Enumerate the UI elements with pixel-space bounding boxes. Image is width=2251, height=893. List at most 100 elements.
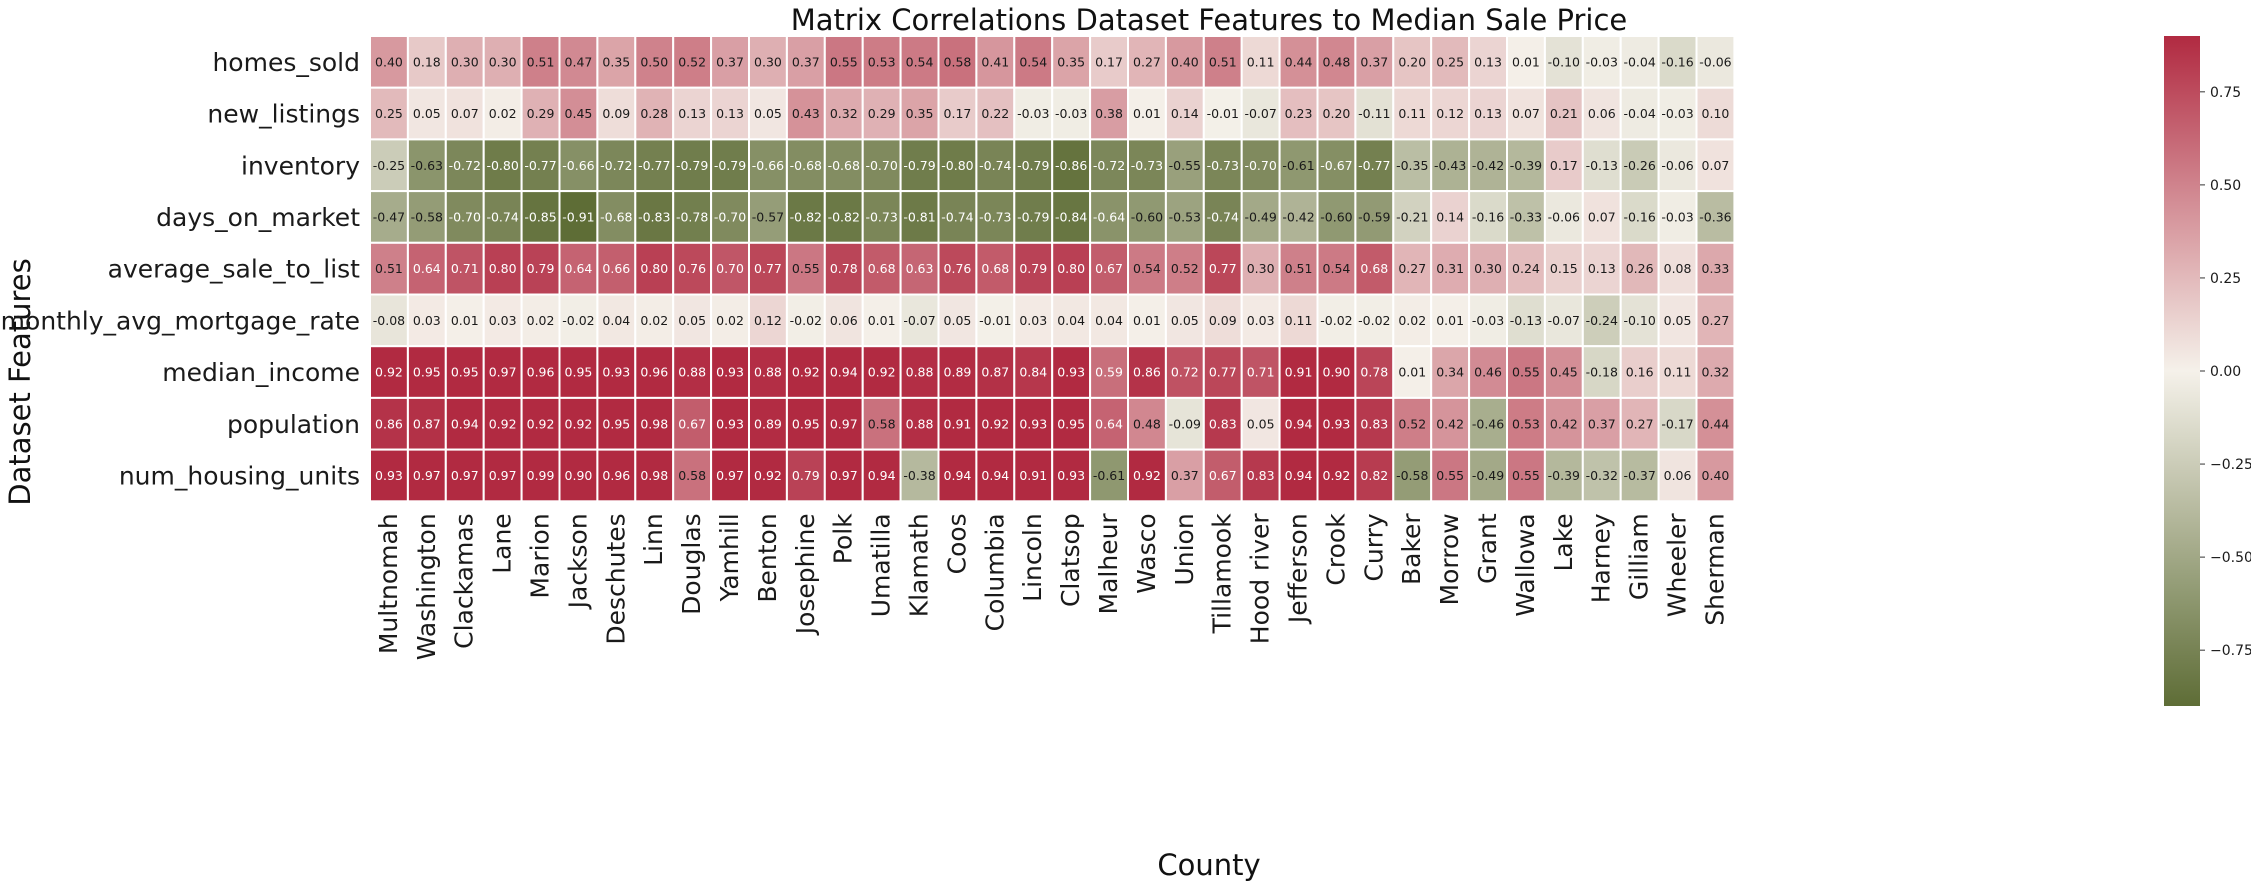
cell-value-label: -0.63 <box>411 158 443 173</box>
heatmap-cell <box>1468 448 1508 503</box>
heatmap-cell <box>1089 396 1129 451</box>
heatmap-cell <box>369 345 409 399</box>
cell-value-label: 0.97 <box>489 365 517 380</box>
cell-value-label: 0.58 <box>944 54 972 69</box>
x-tick-label: Crook <box>1321 513 1350 586</box>
cell-value-label: -0.79 <box>676 158 708 173</box>
cell-value-label: 0.45 <box>1550 365 1578 380</box>
cell-value-label: 0.17 <box>1550 158 1578 173</box>
cell-value-label: -0.79 <box>1017 158 1049 173</box>
cell-value-label: 0.91 <box>944 416 972 431</box>
cell-value-label: -0.04 <box>1623 54 1655 69</box>
cell-value-label: -0.06 <box>1699 54 1731 69</box>
cell-value-label: -0.39 <box>1510 158 1542 173</box>
cell-value-label: -0.66 <box>562 158 594 173</box>
heatmap-cell <box>1657 190 1698 244</box>
heatmap-cell <box>1392 448 1433 503</box>
cell-value-label: 0.18 <box>413 54 441 69</box>
cell-value-label: 0.48 <box>1133 416 1161 431</box>
cell-value-label: 0.30 <box>754 54 782 69</box>
cell-value-label: 0.41 <box>981 54 1009 69</box>
cell-value-label: -0.53 <box>1169 209 1201 224</box>
cell-value-label: 0.91 <box>1019 468 1047 483</box>
cell-value-label: 0.52 <box>678 54 706 69</box>
cell-value-label: -0.39 <box>1548 468 1580 483</box>
heatmap-cell <box>1202 35 1243 89</box>
cell-value-label: -0.02 <box>1358 313 1390 328</box>
cell-value-label: 0.94 <box>451 416 479 431</box>
cell-value-label: 0.11 <box>1247 54 1275 69</box>
cell-value-label: 0.01 <box>868 313 896 328</box>
heatmap-cell <box>1354 448 1395 503</box>
cell-value-label: -0.73 <box>865 209 897 224</box>
heatmap-cell <box>710 35 750 89</box>
heatmap-cell <box>1506 345 1546 399</box>
heatmap-cell <box>1695 86 1736 141</box>
cell-value-label: -0.25 <box>373 158 405 173</box>
heatmap-cell <box>1127 190 1167 244</box>
heatmap-cell <box>369 448 409 503</box>
cell-value-label: 0.79 <box>792 468 820 483</box>
cell-value-label: 0.93 <box>602 365 630 380</box>
cell-value-label: -0.16 <box>1661 54 1693 69</box>
cell-value-label: 0.77 <box>1209 365 1237 380</box>
heatmap-cell <box>823 396 864 451</box>
cell-value-label: 0.11 <box>1664 365 1692 380</box>
cell-value-label: 0.51 <box>1285 261 1313 276</box>
cell-value-label: 0.06 <box>1664 468 1692 483</box>
cell-value-label: 0.94 <box>1285 416 1313 431</box>
cell-value-label: 0.01 <box>1512 54 1540 69</box>
heatmap-cell <box>1543 86 1584 141</box>
heatmap-cell <box>482 448 523 503</box>
cell-value-label: -0.73 <box>1207 158 1239 173</box>
heatmap-cell <box>937 448 978 503</box>
heatmap-cell <box>1013 190 1054 244</box>
heatmap-cell <box>1468 396 1508 451</box>
cell-value-label: 0.40 <box>375 54 403 69</box>
cell-value-label: 0.54 <box>906 54 934 69</box>
cell-value-label: 0.32 <box>830 106 858 121</box>
cell-value-label: -0.74 <box>486 209 518 224</box>
cell-value-label: -0.02 <box>1320 313 1352 328</box>
cell-value-label: -0.17 <box>1661 416 1693 431</box>
heatmap-cell <box>1202 86 1243 141</box>
cell-value-label: 0.71 <box>1247 365 1275 380</box>
y-tick-label: average_sale_to_list <box>108 255 361 284</box>
heatmap-cell <box>1013 86 1054 141</box>
cell-value-label: -0.73 <box>1131 158 1163 173</box>
colorbar: −0.75 −0.50 −0.25 0.00 0.25 0.50 0.75 <box>2164 36 2251 706</box>
x-tick-label: Clackamas <box>450 513 479 649</box>
cell-value-label: 0.72 <box>1171 365 1199 380</box>
cell-value-label: 0.05 <box>944 313 972 328</box>
cell-value-label: -0.49 <box>1472 468 1504 483</box>
x-tick-label: Gilliam <box>1625 513 1654 600</box>
cell-value-label: 0.43 <box>792 106 820 121</box>
cell-value-label: 0.24 <box>1512 261 1540 276</box>
heatmap-cell <box>748 345 788 399</box>
heatmap-cell <box>672 345 713 399</box>
cell-value-label: 0.02 <box>527 313 555 328</box>
cell-value-label: 0.02 <box>716 313 744 328</box>
heatmap-cell <box>1354 293 1395 348</box>
heatmap-cell <box>1543 396 1584 451</box>
heatmap-cell <box>1316 396 1357 451</box>
cell-value-label: 0.48 <box>1323 54 1351 69</box>
cell-value-label: 0.35 <box>602 54 630 69</box>
colorbar-tick-label: −0.50 <box>2210 550 2251 566</box>
cell-value-label: -0.66 <box>752 158 784 173</box>
cell-value-label: -0.01 <box>1207 106 1239 121</box>
cell-value-label: 0.55 <box>792 261 820 276</box>
y-tick-label: inventory <box>241 151 360 180</box>
heatmap-cell <box>975 138 1016 193</box>
heatmap-cell <box>1543 138 1584 193</box>
cell-value-label: 0.92 <box>754 468 782 483</box>
cell-value-label: 0.04 <box>1057 313 1085 328</box>
heatmap-cell <box>1619 293 1660 348</box>
heatmap-cell <box>1430 35 1471 89</box>
heatmap-cell <box>634 396 675 451</box>
x-tick-label: Malheur <box>1094 513 1123 615</box>
y-tick-label: median_income <box>162 358 360 387</box>
cell-value-label: 0.47 <box>565 54 593 69</box>
x-tick-label: Jackson <box>563 513 592 610</box>
cell-value-label: 0.01 <box>1133 106 1161 121</box>
